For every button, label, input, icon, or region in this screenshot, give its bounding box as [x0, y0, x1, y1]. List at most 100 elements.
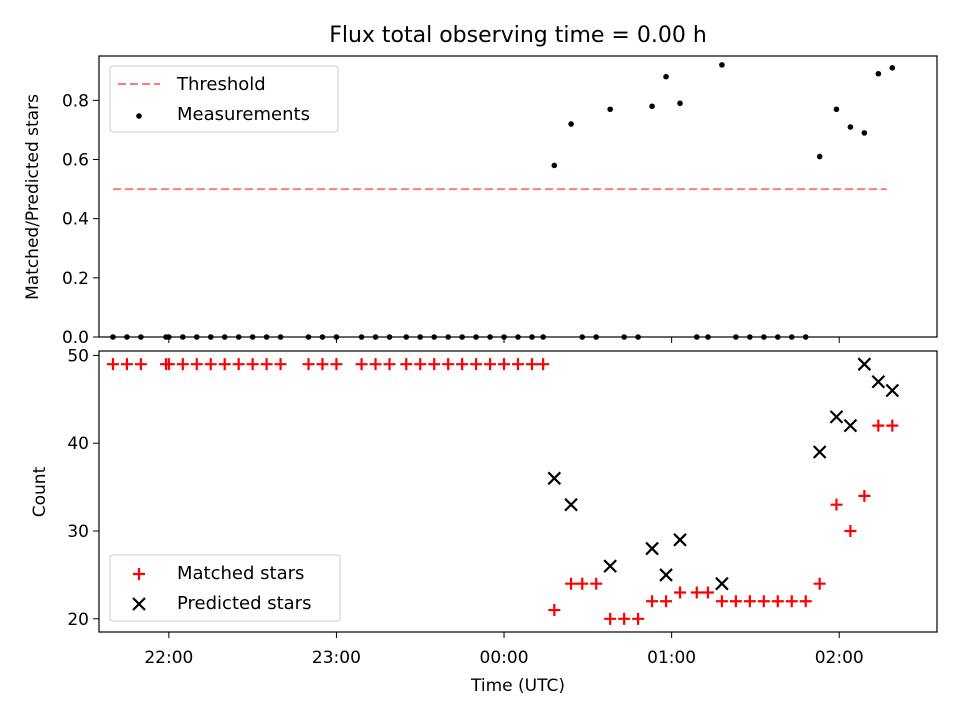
measurement-point: [568, 121, 574, 127]
predicted-star-point: [673, 533, 687, 547]
matched-star-point: [525, 358, 538, 371]
measurements-legend-marker: [136, 113, 142, 119]
matched-star-point: [498, 358, 511, 371]
top-x-ticks: [168, 337, 840, 343]
matched-star-point: [618, 612, 631, 625]
matched-star-point: [330, 358, 343, 371]
bottom-x-ticks: 22:00 23:00 00:00 01:00 02:00: [144, 632, 864, 668]
matched-stars-legend-marker: [133, 568, 145, 580]
x-tick-label: 22:00: [144, 648, 193, 668]
predicted-star-point: [715, 576, 729, 591]
x-tick-label: 00:00: [480, 648, 529, 668]
predicted-star-point: [645, 541, 659, 556]
matched-star-point: [576, 577, 589, 590]
matched-star-point: [590, 577, 603, 590]
matched-star-point: [757, 595, 770, 608]
matched-star-point: [674, 586, 687, 599]
matched-stars-legend-label: Matched stars: [177, 563, 304, 584]
matched-star-point: [456, 358, 469, 371]
figure-title: Flux total observing time = 0.00 h: [329, 23, 707, 48]
matched-star-point: [120, 358, 133, 371]
matched-star-point: [470, 358, 483, 371]
bottom-y-axis-label: Count: [30, 466, 50, 517]
matched-star-point: [886, 419, 899, 432]
matched-star-point: [858, 489, 871, 502]
matched-star-point: [442, 358, 455, 371]
matched-star-point: [632, 612, 645, 625]
matched-star-point: [872, 419, 885, 432]
matched-star-point: [355, 358, 368, 371]
predicted-star-point: [857, 357, 872, 371]
matched-star-point: [274, 358, 287, 371]
predicted-star-point: [829, 410, 844, 424]
bottom-panel: 20 30 40 50 22:00 23:00 00:00 01:00 02:00 Count…: [30, 346, 938, 696]
matched-star-point: [162, 358, 175, 371]
matched-star-point: [830, 498, 843, 511]
matched-star-point: [414, 358, 427, 371]
predicted-star-point: [659, 568, 673, 582]
matched-star-point: [400, 358, 413, 371]
matched-star-point: [743, 595, 756, 608]
matched-star-point: [729, 595, 742, 608]
matched-star-point: [660, 595, 673, 608]
top-y-ticks: 0.0 0.2 0.4 0.6 0.8: [62, 91, 99, 348]
threshold-legend-label: Threshold: [176, 74, 266, 95]
top-y-tick-label: 0.8: [62, 91, 89, 111]
matched-star-point: [246, 358, 259, 371]
bottom-y-tick-label: 50: [67, 346, 89, 366]
matched-star-point: [134, 358, 147, 371]
predicted-star-point: [871, 374, 886, 389]
matched-star-point: [604, 612, 617, 625]
matched-star-point: [646, 595, 659, 608]
x-tick-label: 01:00: [647, 648, 696, 668]
matched-star-point: [369, 358, 382, 371]
measurement-point: [889, 65, 896, 71]
bottom-y-tick-label: 40: [67, 434, 89, 454]
measurement-point: [551, 162, 558, 169]
matched-star-point: [316, 358, 329, 371]
matched-star-point: [260, 358, 273, 371]
x-axis-label: Time (UTC): [470, 676, 565, 696]
matched-star-point: [844, 525, 857, 538]
measurement-point: [833, 106, 840, 113]
matched-star-point: [218, 358, 231, 371]
measurement-point: [663, 73, 669, 80]
bottom-y-ticks: 20 30 40 50: [67, 346, 99, 630]
matched-star-point: [565, 577, 578, 590]
matched-star-point: [512, 358, 524, 371]
matched-star-point: [176, 358, 189, 371]
measurement-point: [677, 100, 683, 107]
measurement-point: [816, 153, 823, 160]
matched-star-point: [690, 586, 703, 599]
x-tick-label: 23:00: [312, 648, 361, 668]
x-tick-label: 02:00: [815, 648, 864, 668]
measurements-legend-label: Measurements: [177, 104, 310, 125]
matched-star-point: [428, 358, 441, 371]
matched-star-point: [190, 358, 203, 371]
matched-star-point: [715, 595, 728, 608]
predicted-stars-legend-marker: [132, 597, 146, 611]
predicted-star-point: [885, 383, 900, 398]
matched-star-point: [799, 595, 812, 608]
matched-star-point: [302, 358, 315, 371]
bottom-y-tick-label: 30: [67, 522, 89, 542]
top-y-tick-label: 0.2: [62, 269, 89, 289]
matched-star-point: [813, 577, 826, 590]
measurement-point: [649, 103, 655, 110]
matched-star-point: [701, 586, 714, 599]
top-y-tick-label: 0.4: [62, 210, 89, 230]
matched-star-point: [537, 358, 550, 371]
measurement-point: [875, 70, 882, 77]
top-legend-box: [109, 65, 339, 133]
predicted-star-point: [603, 559, 617, 573]
measurement-point: [607, 106, 613, 113]
top-panel: 0.00.20.40.60.8 Matched/Predicted stars …: [23, 55, 938, 348]
measurement-point: [861, 130, 868, 136]
matched-star-point: [548, 604, 561, 617]
predicted-star-point: [564, 497, 578, 512]
matched-star-point: [232, 358, 245, 371]
bottom-y-tick-label: 20: [67, 610, 89, 630]
measurement-point: [847, 124, 854, 130]
bottom-legend-box: [109, 554, 341, 622]
